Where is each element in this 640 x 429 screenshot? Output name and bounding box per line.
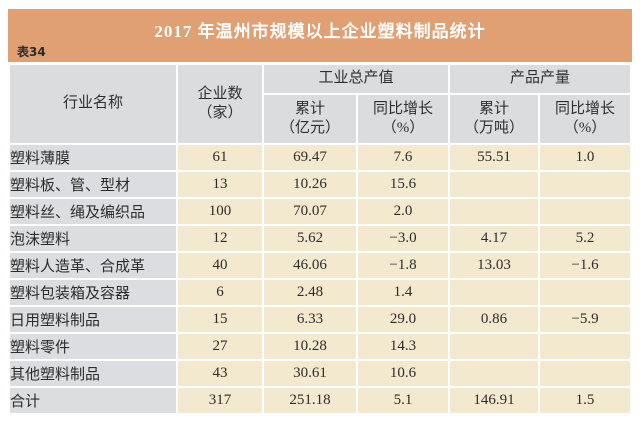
row-output-cumulative: 2.48 — [264, 280, 356, 305]
row-enterprise-count: 317 — [178, 388, 262, 413]
header-output-yoy-line2: （%） — [381, 120, 425, 136]
row-industry: 塑料人造革、合成革 — [10, 253, 176, 278]
row-qty-yoy — [540, 280, 631, 305]
row-qty-yoy — [540, 361, 631, 386]
row-output-yoy: 1.4 — [358, 280, 449, 305]
row-enterprise-count: 61 — [178, 145, 262, 170]
row-qty-cumulative — [450, 334, 539, 359]
header-qty-cumulative: 累计 （万吨） — [450, 95, 539, 143]
header-qty-yoy-line2: （%） — [563, 120, 607, 136]
header-industrial-output-group: 工业总产值 — [264, 65, 449, 93]
row-output-cumulative: 10.28 — [264, 334, 356, 359]
row-enterprise-count: 6 — [178, 280, 262, 305]
row-output-yoy: −1.8 — [358, 253, 449, 278]
table-row: 塑料包装箱及容器 6 2.48 1.4 — [10, 280, 631, 305]
header-output-cumulative-line2: （亿元） — [279, 120, 340, 136]
header-enterprises-line2: （家） — [197, 105, 243, 121]
row-output-yoy: 2.0 — [358, 199, 449, 224]
row-qty-cumulative — [450, 172, 539, 197]
row-qty-yoy: −1.6 — [540, 253, 631, 278]
row-output-yoy: −3.0 — [358, 226, 449, 251]
row-output-cumulative: 10.26 — [264, 172, 356, 197]
header-qty-yoy-line1: 同比增长 — [555, 100, 616, 117]
header-enterprises: 企业数 （家） — [178, 65, 262, 143]
table-row: 其他塑料制品 43 30.61 10.6 — [10, 361, 631, 386]
row-industry: 泡沫塑料 — [10, 226, 176, 251]
row-industry: 塑料零件 — [10, 334, 176, 359]
row-industry: 塑料薄膜 — [10, 145, 176, 170]
row-enterprise-count: 43 — [178, 361, 262, 386]
table-row: 塑料零件 27 10.28 14.3 — [10, 334, 631, 359]
row-qty-cumulative: 13.03 — [450, 253, 539, 278]
row-qty-yoy: 5.2 — [540, 226, 631, 251]
row-qty-yoy: 1.0 — [540, 145, 631, 170]
row-output-yoy: 10.6 — [358, 361, 449, 386]
row-enterprise-count: 40 — [178, 253, 262, 278]
table-title-bar: 2017 年温州市规模以上企业塑料制品统计 表34 — [8, 9, 632, 62]
table-body: 塑料薄膜 61 69.47 7.6 55.51 1.0 塑料板、管、型材 13 10.26 15.… — [10, 145, 631, 413]
header-output-cumulative-line1: 累计 — [294, 100, 325, 117]
row-enterprise-count: 27 — [178, 334, 262, 359]
table-row: 塑料人造革、合成革 40 46.06 −1.8 13.03 −1.6 — [10, 253, 631, 278]
row-output-cumulative: 6.33 — [264, 307, 356, 332]
row-output-cumulative: 30.61 — [264, 361, 356, 386]
header-product-output-group: 产品产量 — [450, 65, 631, 93]
row-industry: 塑料丝、绳及编织品 — [10, 199, 176, 224]
row-enterprise-count: 100 — [178, 199, 262, 224]
row-output-yoy: 7.6 — [358, 145, 449, 170]
row-qty-yoy — [540, 334, 631, 359]
row-enterprise-count: 13 — [178, 172, 262, 197]
header-industry: 行业名称 — [10, 65, 176, 143]
row-qty-yoy — [540, 199, 631, 224]
row-qty-yoy: 1.5 — [540, 388, 631, 413]
row-industry: 塑料包装箱及容器 — [10, 280, 176, 305]
header-qty-yoy: 同比增长 （%） — [540, 95, 631, 143]
header-enterprises-line1: 企业数 — [197, 85, 243, 102]
row-qty-cumulative: 146.91 — [450, 388, 539, 413]
header-qty-cumulative-line1: 累计 — [479, 100, 510, 117]
row-enterprise-count: 12 — [178, 226, 262, 251]
row-qty-cumulative: 0.86 — [450, 307, 539, 332]
table-number-label: 表34 — [17, 45, 46, 59]
row-output-yoy: 5.1 — [358, 388, 449, 413]
table-row: 塑料丝、绳及编织品 100 70.07 2.0 — [10, 199, 631, 224]
row-output-cumulative: 5.62 — [264, 226, 356, 251]
row-output-yoy: 29.0 — [358, 307, 449, 332]
stats-table: 行业名称 企业数 （家） 工业总产值 产品产量 累计 （亿元） 同比增长 （%） — [8, 63, 633, 415]
row-qty-yoy — [540, 172, 631, 197]
row-industry: 合计 — [10, 388, 176, 413]
table-row: 塑料板、管、型材 13 10.26 15.6 — [10, 172, 631, 197]
row-qty-cumulative — [450, 199, 539, 224]
row-output-cumulative: 70.07 — [264, 199, 356, 224]
row-enterprise-count: 15 — [178, 307, 262, 332]
row-output-yoy: 14.3 — [358, 334, 449, 359]
row-output-cumulative: 46.06 — [264, 253, 356, 278]
row-qty-cumulative: 4.17 — [450, 226, 539, 251]
row-output-cumulative: 69.47 — [264, 145, 356, 170]
table-row: 塑料薄膜 61 69.47 7.6 55.51 1.0 — [10, 145, 631, 170]
row-output-yoy: 15.6 — [358, 172, 449, 197]
row-industry: 其他塑料制品 — [10, 361, 176, 386]
table-row: 泡沫塑料 12 5.62 −3.0 4.17 5.2 — [10, 226, 631, 251]
row-qty-cumulative — [450, 280, 539, 305]
table-header: 行业名称 企业数 （家） 工业总产值 产品产量 累计 （亿元） 同比增长 （%） — [10, 65, 631, 143]
header-qty-cumulative-line2: （万吨） — [464, 120, 525, 136]
table-title: 2017 年温州市规模以上企业塑料制品统计 — [154, 22, 486, 41]
header-output-cumulative: 累计 （亿元） — [264, 95, 356, 143]
row-qty-cumulative: 55.51 — [450, 145, 539, 170]
row-output-cumulative: 251.18 — [264, 388, 356, 413]
header-output-yoy: 同比增长 （%） — [358, 95, 449, 143]
row-qty-cumulative — [450, 361, 539, 386]
table-row: 合计 317 251.18 5.1 146.91 1.5 — [10, 388, 631, 413]
table-row: 日用塑料制品 15 6.33 29.0 0.86 −5.9 — [10, 307, 631, 332]
row-industry: 日用塑料制品 — [10, 307, 176, 332]
row-industry: 塑料板、管、型材 — [10, 172, 176, 197]
header-output-yoy-line1: 同比增长 — [373, 100, 434, 117]
row-qty-yoy: −5.9 — [540, 307, 631, 332]
